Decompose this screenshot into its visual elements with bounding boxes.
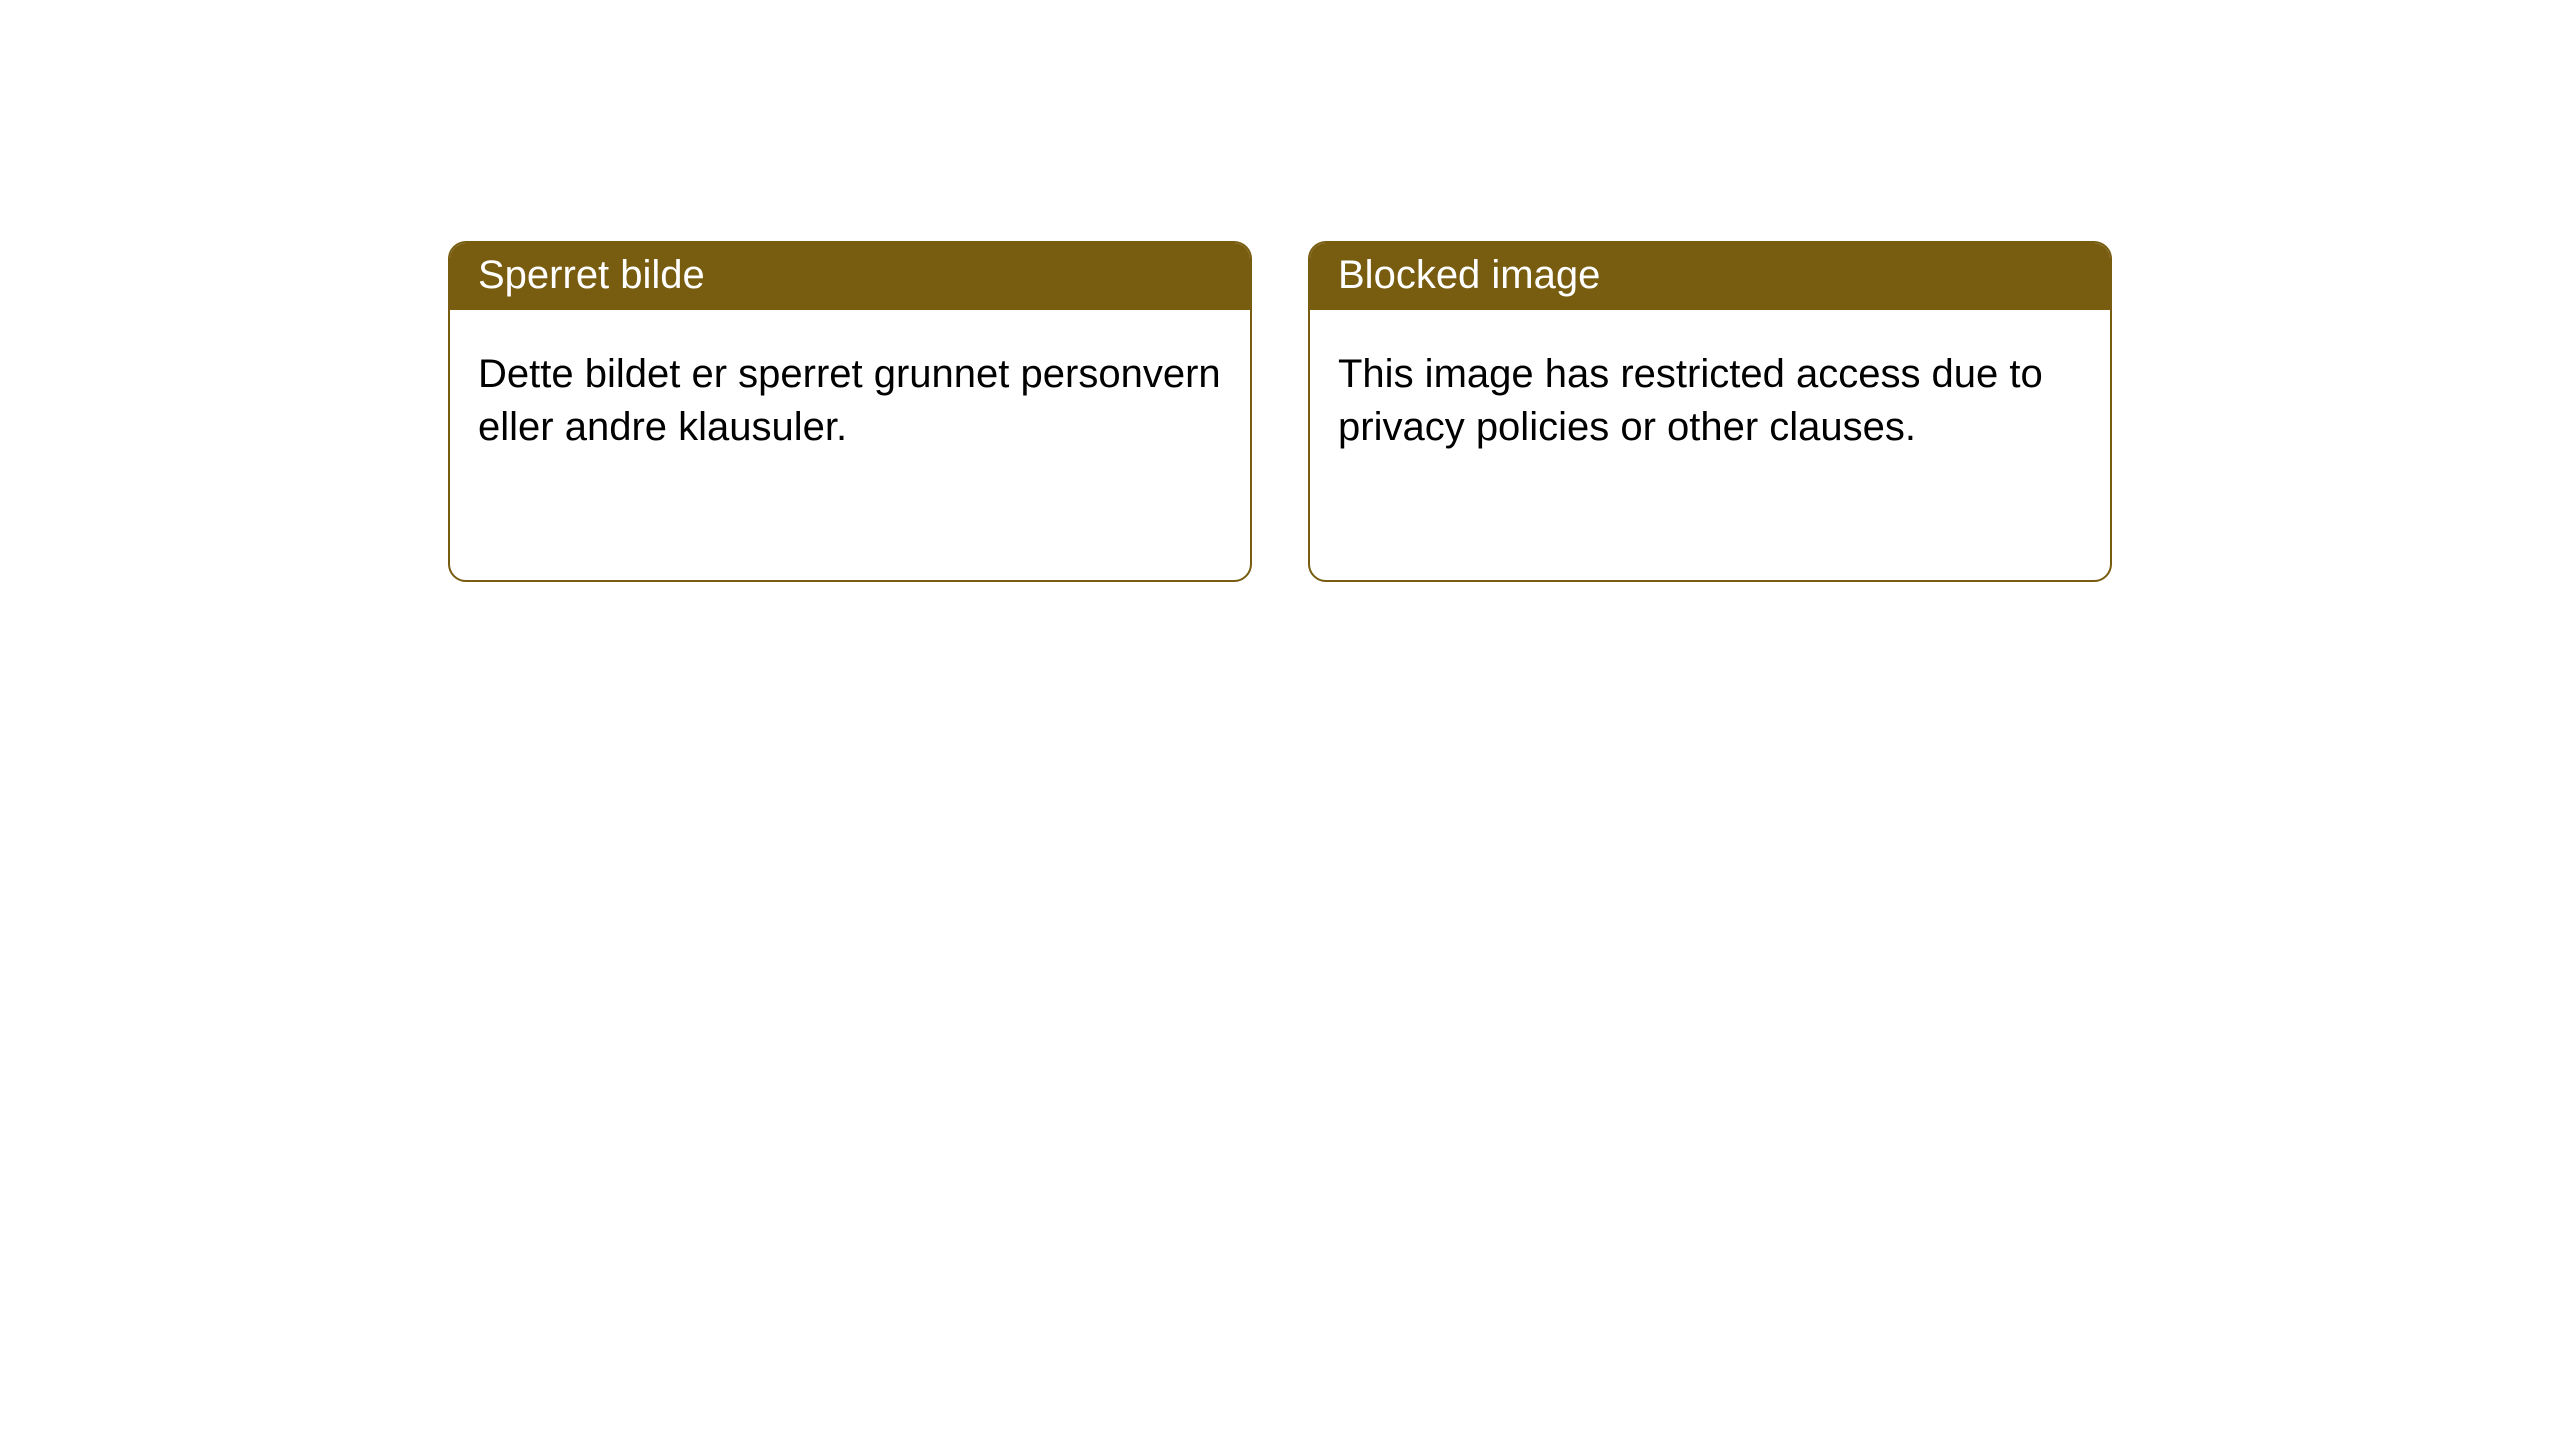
notice-container: Sperret bilde Dette bildet er sperret gr… — [0, 0, 2560, 582]
notice-body: This image has restricted access due to … — [1310, 310, 2110, 580]
notice-header: Sperret bilde — [450, 243, 1250, 310]
notice-card-english: Blocked image This image has restricted … — [1308, 241, 2112, 582]
notice-header: Blocked image — [1310, 243, 2110, 310]
notice-body: Dette bildet er sperret grunnet personve… — [450, 310, 1250, 580]
notice-card-norwegian: Sperret bilde Dette bildet er sperret gr… — [448, 241, 1252, 582]
